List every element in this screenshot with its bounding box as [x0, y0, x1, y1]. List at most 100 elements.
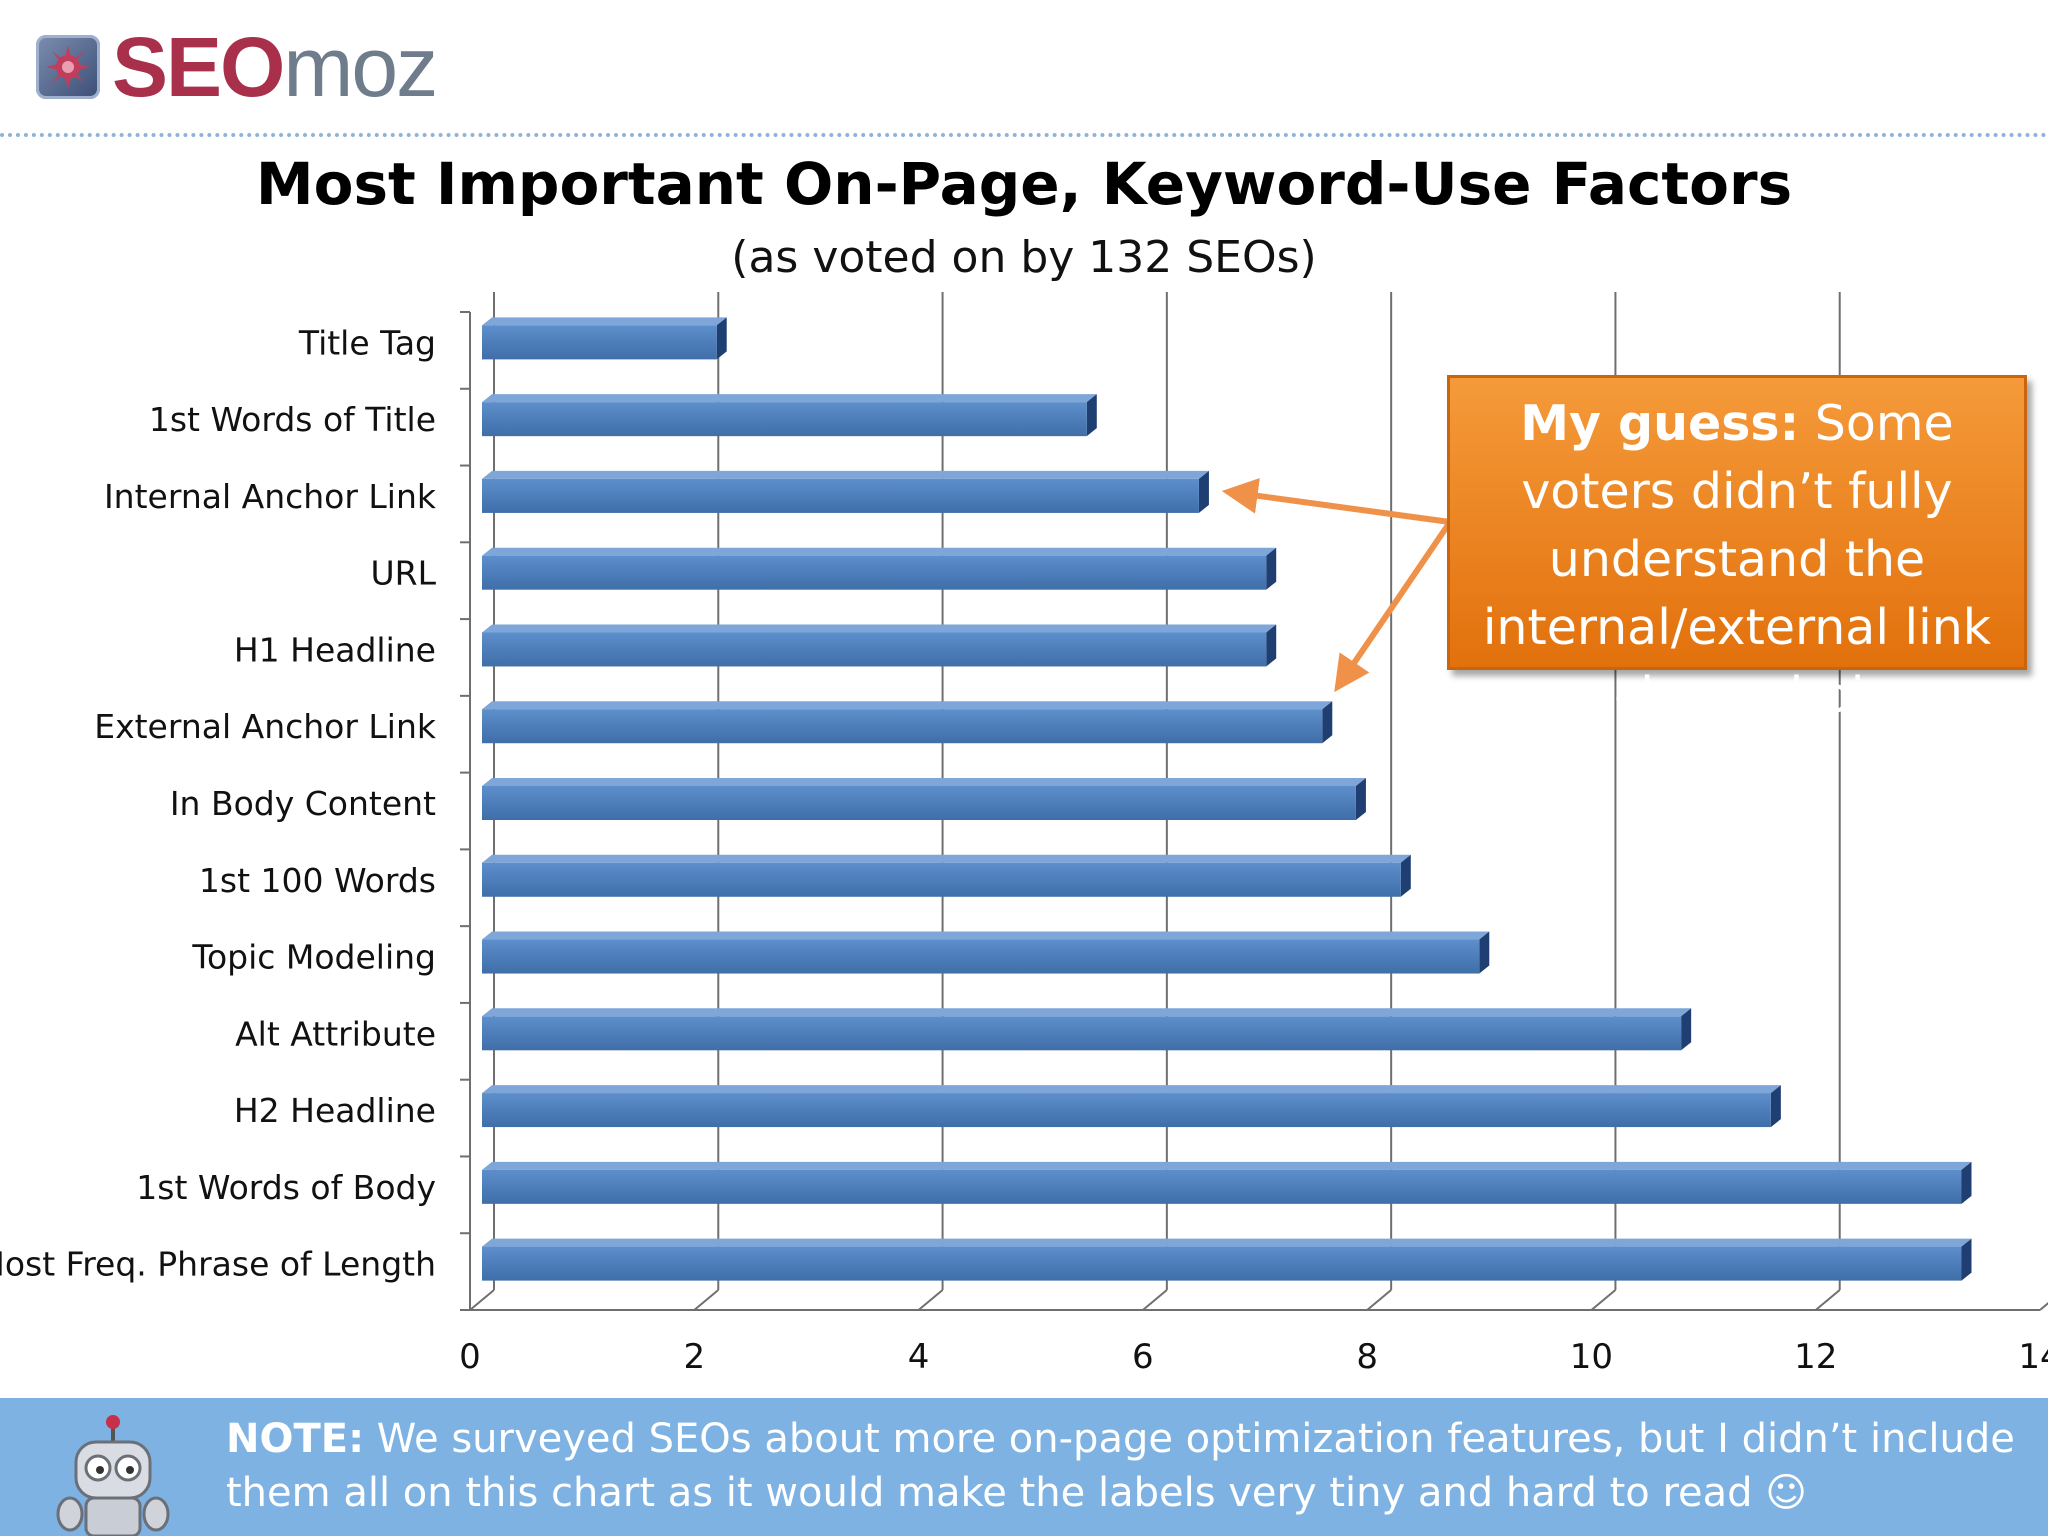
- callout-text: Some voters didn’t fully understand the …: [1482, 395, 1992, 724]
- bar-top: [482, 394, 1097, 403]
- gridline-floor: [1142, 1289, 1168, 1311]
- sunburst-icon: [36, 35, 100, 99]
- bar-side: [1086, 394, 1097, 437]
- robot-mascot-icon: [56, 1415, 170, 1536]
- seomoz-logo: SEOmoz: [36, 20, 438, 114]
- bar-front: [482, 786, 1356, 820]
- bar: [482, 470, 1209, 513]
- x-tick-label: 2: [683, 1337, 705, 1377]
- bar-top: [482, 547, 1277, 556]
- chart-title: Most Important On-Page, Keyword-Use Fact…: [255, 150, 1793, 218]
- note-label: NOTE:: [226, 1416, 365, 1462]
- gridline-floor: [469, 1289, 495, 1311]
- category-label: URL: [371, 554, 437, 593]
- category-label: H2 Headline: [234, 1091, 436, 1130]
- bar-side: [1961, 1161, 1972, 1204]
- bar-front: [482, 325, 717, 360]
- category-label: H1 Headline: [234, 630, 436, 669]
- callout-arrows: [1221, 477, 1453, 693]
- chart-subtitle: (as voted on by 132 SEOs): [731, 232, 1317, 283]
- category-label: Topic Modeling: [191, 938, 436, 977]
- x-tick-label: 6: [1132, 1337, 1154, 1377]
- bar-front: [482, 1093, 1771, 1128]
- bar-top: [482, 624, 1277, 633]
- bar-front: [482, 555, 1267, 590]
- x-tick-label: 14: [2018, 1337, 2048, 1377]
- bar: [482, 931, 1490, 974]
- bar-side: [1198, 470, 1209, 513]
- bar-top: [482, 931, 1490, 940]
- category-label: Internal Anchor Link: [104, 477, 437, 516]
- gridline-floor: [1366, 1289, 1392, 1311]
- bar-side: [1266, 624, 1277, 667]
- callout-bold: My guess:: [1520, 395, 1800, 452]
- bar: [482, 317, 727, 360]
- bar-side: [1355, 778, 1366, 820]
- bar-front: [482, 1246, 1962, 1281]
- gridline-floor: [1590, 1289, 1617, 1311]
- bar-top: [482, 854, 1411, 863]
- category-labels: Title Tag 1st Words of Title Internal Anch…: [0, 323, 437, 1283]
- note-body: We surveyed SEOs about more on-page opti…: [226, 1416, 2015, 1516]
- bar-top: [482, 1008, 1692, 1017]
- bar-front: [482, 402, 1087, 437]
- bar: [482, 1085, 1781, 1128]
- category-label: 1st Words of Body: [136, 1168, 436, 1207]
- x-tick-label: 8: [1356, 1337, 1378, 1377]
- bar-side: [716, 317, 727, 360]
- category-label: Title Tag: [298, 323, 436, 362]
- footer-note-text: NOTE: We surveyed SEOs about more on-pag…: [226, 1412, 2036, 1520]
- gridline-floor: [917, 1289, 944, 1311]
- logo-seo-text: SEO: [112, 20, 285, 114]
- bar-top: [482, 1085, 1781, 1094]
- bar: [482, 394, 1097, 437]
- axes: [460, 311, 2040, 1311]
- bars: [482, 317, 1972, 1281]
- bar-front: [482, 709, 1323, 744]
- x-tick-labels: 0 2 4 6 8 10 12 14: [459, 1337, 2048, 1377]
- bar-top: [482, 470, 1209, 479]
- bar: [482, 701, 1333, 744]
- bar-top: [482, 317, 727, 326]
- bar: [482, 1008, 1692, 1051]
- bar-top: [482, 1161, 1972, 1170]
- footer-note-bar: NOTE: We surveyed SEOs about more on-pag…: [0, 1398, 2048, 1536]
- gridline-floor: [693, 1289, 719, 1311]
- bar-front: [482, 632, 1267, 667]
- bar: [482, 547, 1277, 590]
- category-label: 1st Words of Title: [149, 400, 436, 439]
- header-divider: [0, 133, 2048, 137]
- bar-front: [482, 478, 1199, 513]
- gridline-floor: [2039, 1302, 2048, 1311]
- bar-side: [1681, 1008, 1692, 1051]
- bar-top: [482, 778, 1366, 786]
- bar-top: [482, 701, 1333, 710]
- logo-moz-text: moz: [283, 20, 438, 114]
- callout-box: My guess: Some voters didn’t fully under…: [1447, 375, 2027, 724]
- x-tick-label: 12: [1794, 1337, 1837, 1377]
- bar-side: [1322, 701, 1333, 744]
- bar-top: [482, 1238, 1972, 1247]
- bar-chart: Title Tag 1st Words of Title Internal Anch…: [0, 292, 2048, 1377]
- arrow-to-external: [1334, 520, 1453, 693]
- bar: [482, 1238, 1972, 1281]
- x-tick-label: 10: [1570, 1337, 1613, 1377]
- gridline-floor: [1815, 1289, 1841, 1311]
- category-label: External Anchor Link: [94, 707, 437, 746]
- bar-side: [1961, 1238, 1972, 1281]
- category-label: 1st 100 Words: [199, 861, 436, 900]
- x-tick-label: 0: [459, 1337, 481, 1377]
- category-label: Most Freq. Phrase of Length: [0, 1245, 436, 1284]
- logo-wordmark: SEOmoz: [112, 20, 438, 114]
- bar: [482, 778, 1366, 820]
- category-label: Alt Attribute: [235, 1014, 436, 1053]
- bar: [482, 624, 1277, 667]
- bar: [482, 854, 1411, 897]
- bar: [482, 1161, 1972, 1204]
- x-tick-label: 4: [908, 1337, 930, 1377]
- bar-front: [482, 1016, 1682, 1051]
- bar-side: [1400, 854, 1411, 897]
- bar-front: [482, 1169, 1962, 1204]
- bar-front: [482, 939, 1480, 974]
- bar-front: [482, 862, 1401, 897]
